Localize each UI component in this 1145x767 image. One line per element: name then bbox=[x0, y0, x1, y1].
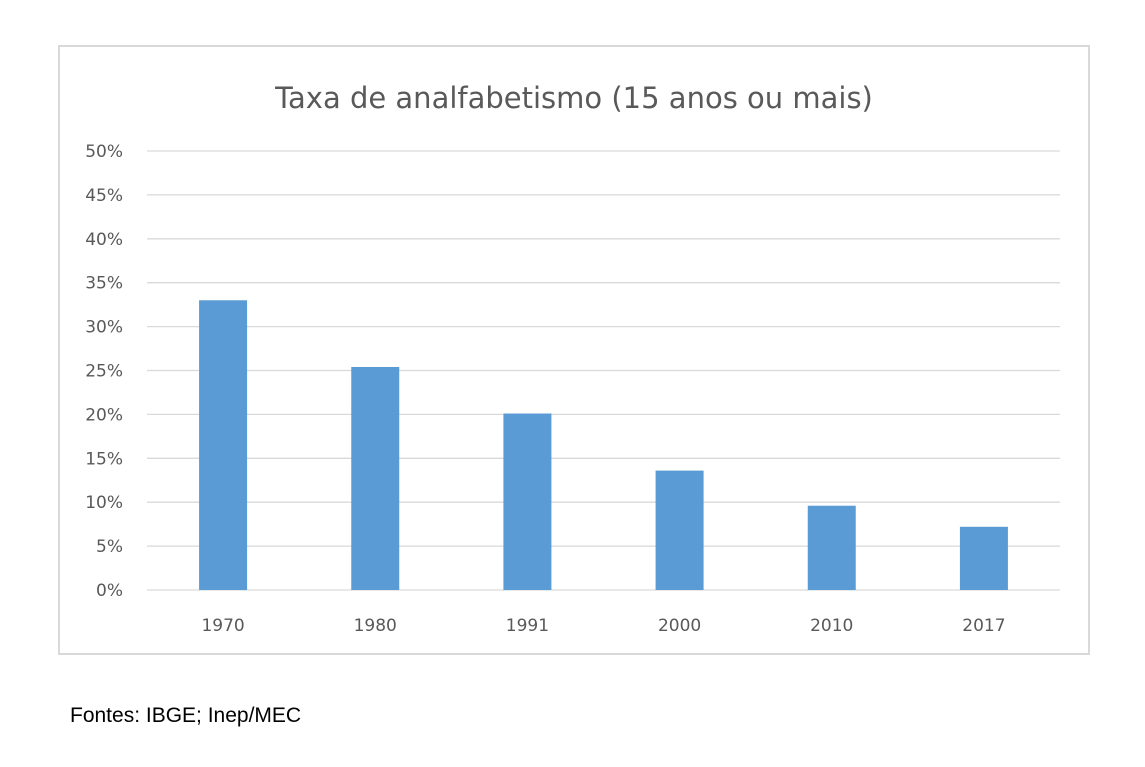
bars bbox=[199, 300, 1008, 590]
x-tick-label: 2010 bbox=[810, 616, 853, 636]
y-tick-label: 10% bbox=[85, 493, 123, 513]
bar-2017 bbox=[959, 526, 1008, 590]
y-tick-label: 0% bbox=[96, 581, 123, 601]
bar-2010 bbox=[807, 505, 856, 590]
x-tick-label: 1991 bbox=[506, 616, 549, 636]
source-note: Fontes: IBGE; Inep/MEC bbox=[70, 704, 302, 727]
bar-1980 bbox=[351, 366, 400, 590]
bar-1991 bbox=[503, 413, 552, 590]
y-tick-label: 15% bbox=[85, 449, 123, 469]
x-tick-label: 1980 bbox=[354, 616, 397, 636]
bar-2000 bbox=[655, 470, 704, 590]
gridlines bbox=[147, 150, 1060, 591]
y-tick-label: 5% bbox=[96, 537, 123, 557]
y-tick-label: 30% bbox=[85, 318, 123, 338]
y-tick-label: 25% bbox=[85, 362, 123, 382]
x-tick-label: 2017 bbox=[962, 616, 1005, 636]
y-tick-label: 20% bbox=[85, 405, 123, 425]
y-axis-ticks: 0% 5% 10% 15% 20% 25% 30% 35% 40% 45% 50% bbox=[85, 142, 123, 601]
chart-title: Taxa de analfabetismo (15 anos ou mais) bbox=[274, 81, 873, 115]
x-tick-label: 1970 bbox=[201, 616, 244, 636]
bar-1970 bbox=[199, 300, 248, 590]
x-tick-label: 2000 bbox=[658, 616, 701, 636]
y-tick-label: 35% bbox=[85, 274, 123, 294]
y-tick-label: 50% bbox=[85, 142, 123, 162]
y-tick-label: 40% bbox=[85, 230, 123, 250]
y-tick-label: 45% bbox=[85, 186, 123, 206]
x-axis-ticks: 1970 1980 1991 2000 2010 2017 bbox=[201, 616, 1005, 636]
